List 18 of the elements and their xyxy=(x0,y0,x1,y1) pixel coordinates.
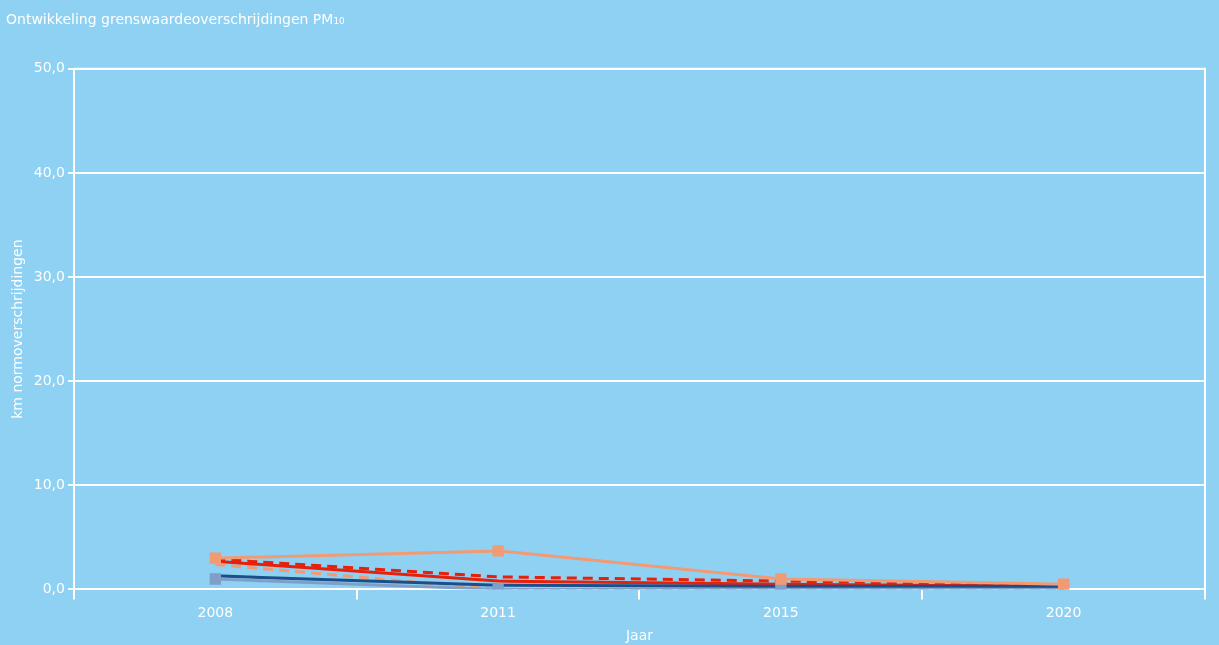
y-tick-label: 30,0 xyxy=(33,267,65,284)
x-tick-label: 2008 xyxy=(197,604,234,621)
point xyxy=(492,545,504,557)
y-tick-label: 40,0 xyxy=(33,163,65,180)
y-tick-label: 20,0 xyxy=(33,371,65,388)
point xyxy=(209,573,222,585)
point xyxy=(1057,578,1070,590)
x-axis-title: Jaar xyxy=(624,627,654,644)
y-tick-label: 10,0 xyxy=(33,475,65,492)
x-tick-label: 2020 xyxy=(1045,604,1082,621)
point xyxy=(775,573,787,585)
y-tick-label: 0,0 xyxy=(42,580,65,597)
point xyxy=(209,552,222,564)
x-tick-label: 2011 xyxy=(480,604,516,621)
chart-title: Ontwikkeling grenswaardeoverschrijdingen PM₁₀ xyxy=(6,11,345,28)
y-tick-label: 50,0 xyxy=(33,59,65,76)
x-tick-label: 2015 xyxy=(763,604,799,621)
y-axis-title: km normoverschrijdingen xyxy=(9,239,26,419)
